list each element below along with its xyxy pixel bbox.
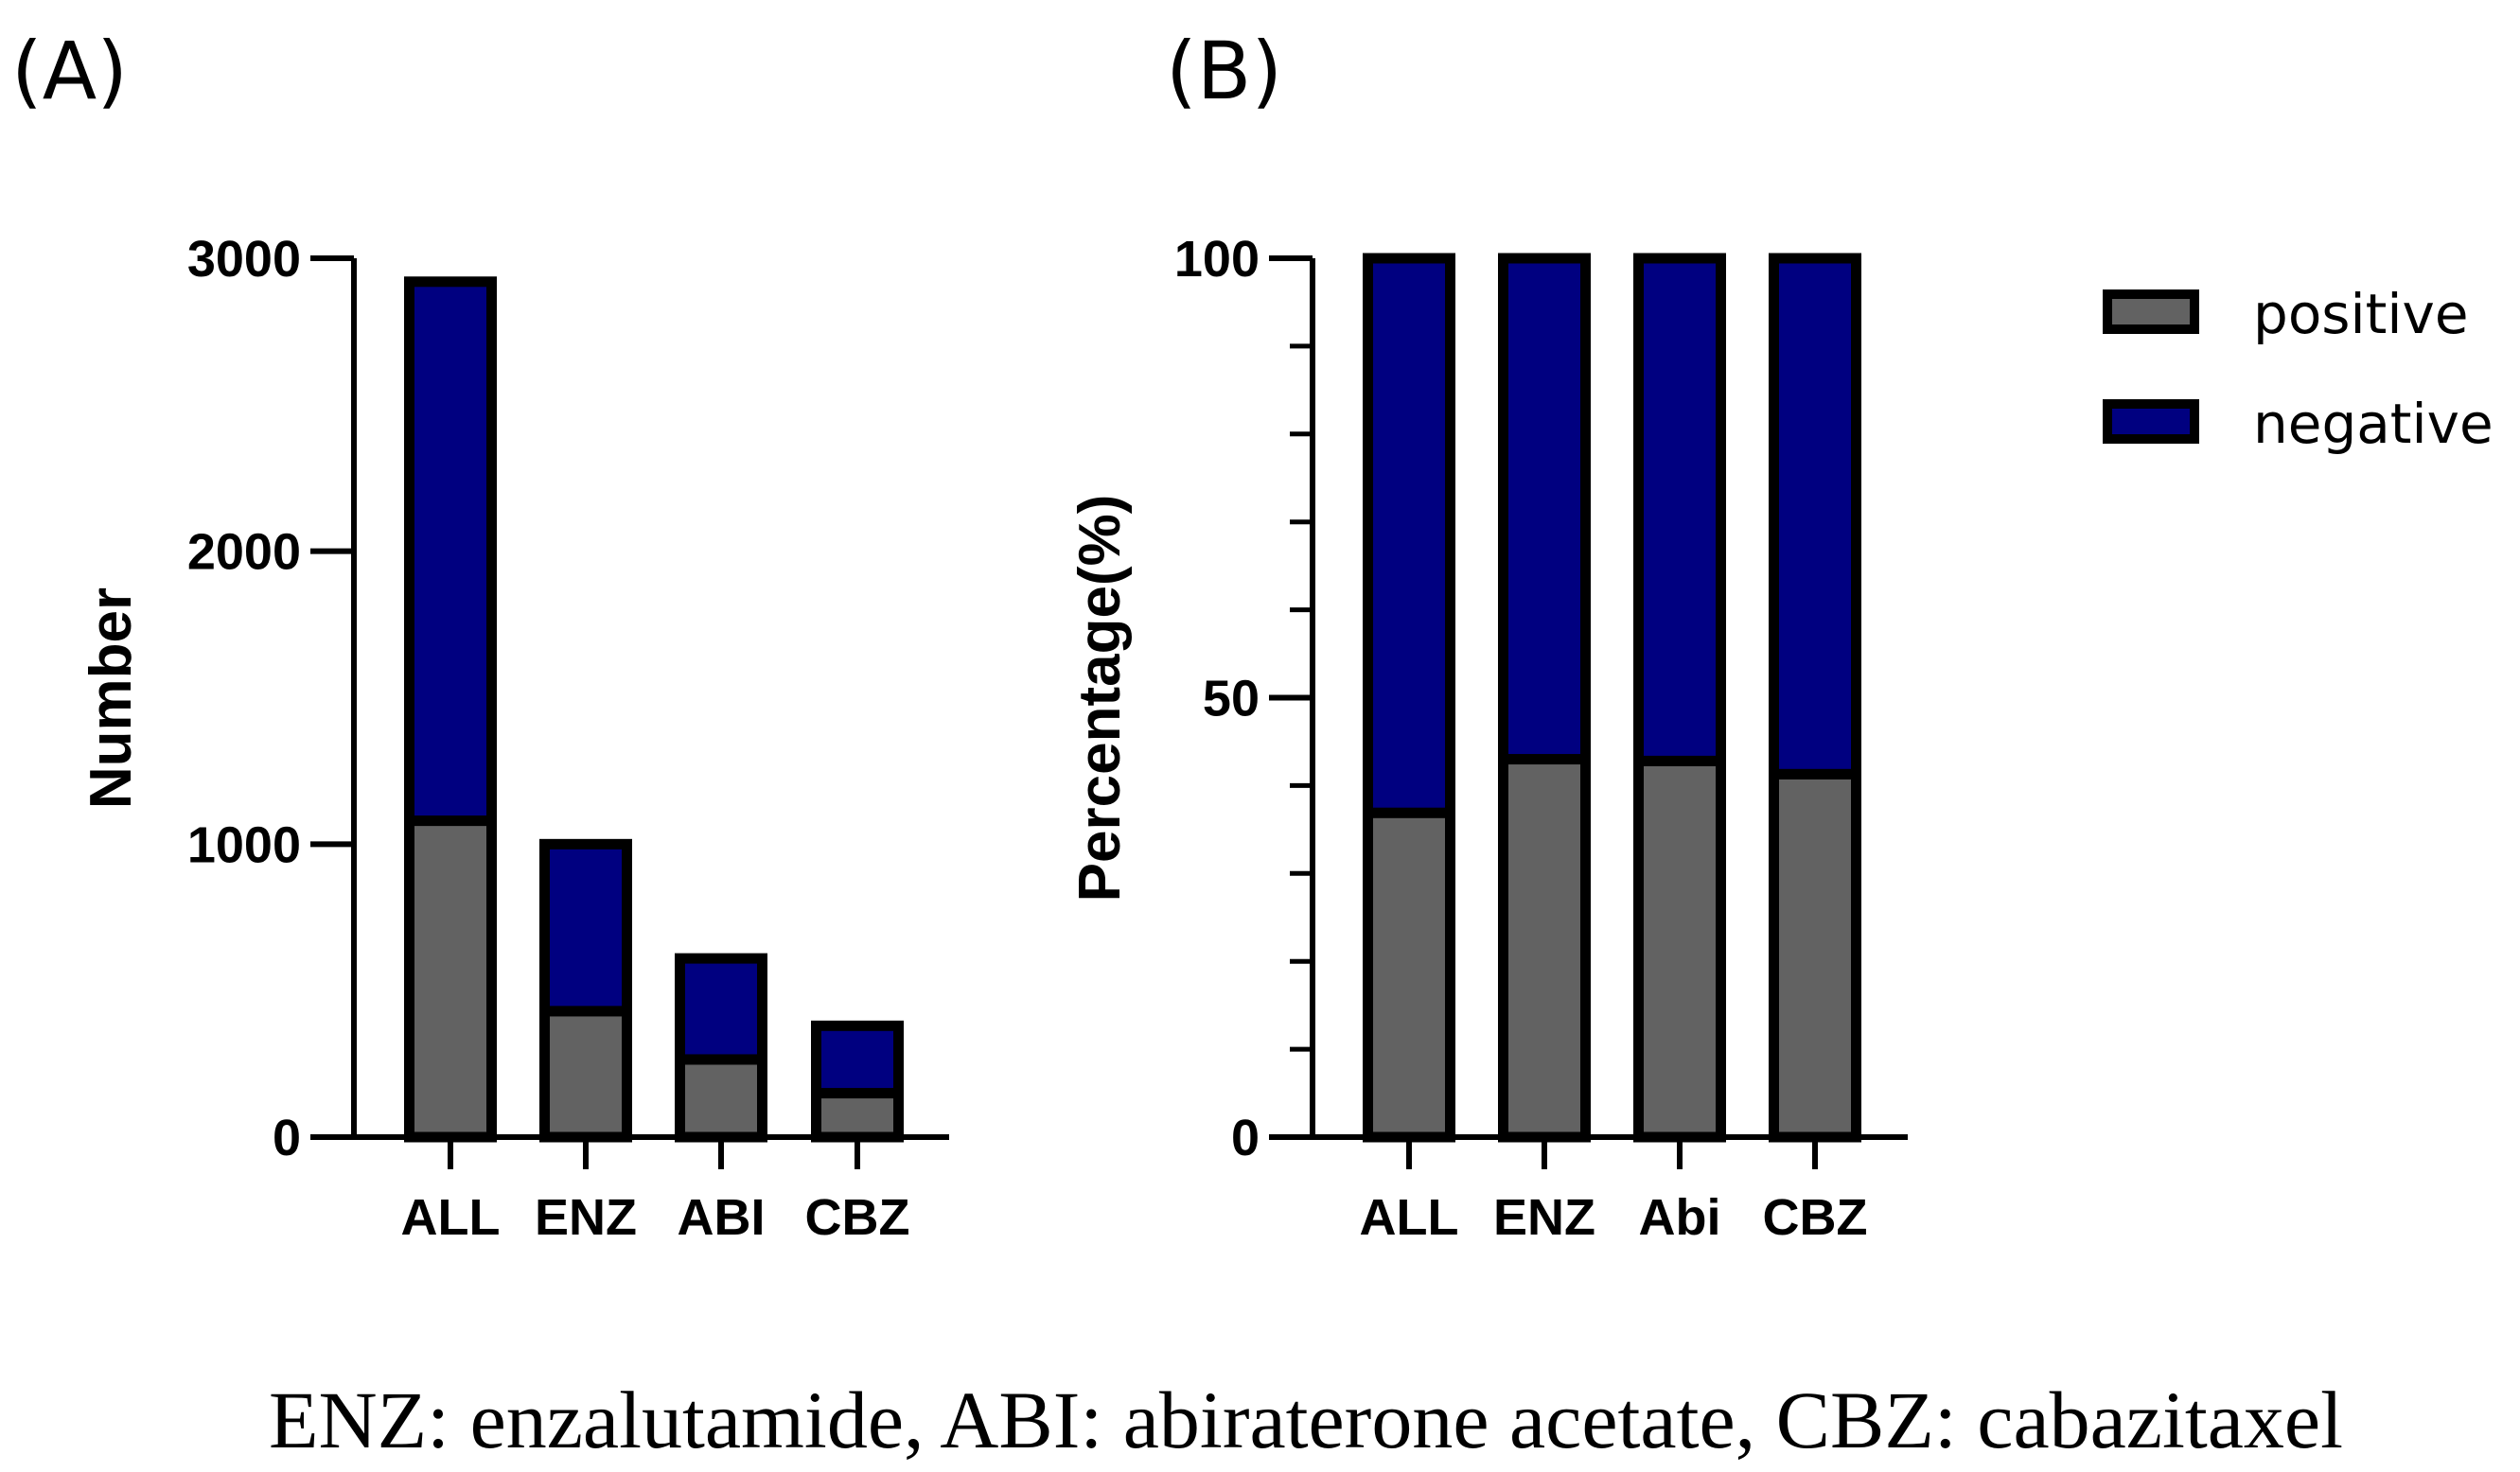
chart-a-bar-negative-abi <box>675 953 767 1065</box>
legend-swatch-positive <box>2103 289 2199 334</box>
chart-a-bar-positive-cbz <box>811 1088 904 1143</box>
legend-swatch-negative <box>2103 399 2199 444</box>
chart-b-y-tick-label: 50 <box>1203 671 1260 727</box>
chart-a: Number 0 1000 2000 3000 ALL ENZ ABI CBZ <box>79 231 949 1246</box>
legend-label-positive: positive <box>2253 282 2469 346</box>
chart-a-bar-negative-enz <box>539 838 632 1017</box>
chart-a-y-tick-label: 2000 <box>187 524 301 581</box>
chart-b-bar-positive-enz <box>1498 754 1591 1143</box>
panel-a-label: (A) <box>11 25 128 117</box>
chart-b-y-tick-label: 100 <box>1174 231 1260 288</box>
chart-b-bar-positive-abi <box>1633 755 1726 1143</box>
chart-a-y-tick-label: 3000 <box>187 231 301 288</box>
chart-b-bar-positive-all <box>1363 807 1455 1143</box>
chart-b-y-tick-label: 0 <box>1231 1110 1260 1166</box>
chart-a-ylabel: Number <box>79 587 144 809</box>
chart-b-x-tick-label: Abi <box>1639 1189 1721 1246</box>
chart-a-x-tick-label: CBZ <box>805 1189 910 1246</box>
chart-b-bar-negative-enz <box>1498 253 1591 765</box>
chart-a-y-tick-label: 1000 <box>187 816 301 873</box>
chart-a-y-tick-label: 0 <box>273 1110 301 1166</box>
chart-a-x-tick-label: ENZ <box>535 1189 637 1246</box>
chart-b-bar-positive-cbz <box>1769 768 1861 1143</box>
chart-b: Percentage(%) 0 50 100 ALL ENZ Abi CBZ <box>1067 231 1908 1246</box>
chart-b-bar-negative-all <box>1363 253 1455 818</box>
chart-a-x-tick-label: ALL <box>401 1189 501 1246</box>
chart-b-bar-negative-abi <box>1633 253 1726 766</box>
chart-b-x-tick-label: ENZ <box>1493 1189 1595 1246</box>
legend-label-negative: negative <box>2253 392 2494 456</box>
chart-a-bar-positive-enz <box>539 1006 632 1143</box>
chart-b-bar-negative-cbz <box>1769 253 1861 780</box>
chart-a-bar-positive-all <box>404 815 497 1143</box>
chart-a-bar-negative-cbz <box>811 1020 904 1099</box>
chart-a-bar-positive-abi <box>675 1054 767 1143</box>
legend: positive negative <box>2103 282 2494 456</box>
chart-b-ylabel: Percentage(%) <box>1067 495 1133 902</box>
panel-b-label: (B) <box>1166 25 1282 117</box>
chart-b-x-tick-label: ALL <box>1360 1189 1459 1246</box>
chart-a-x-tick-label: ABI <box>678 1189 766 1246</box>
chart-a-bar-negative-all <box>404 276 497 827</box>
chart-b-x-tick-label: CBZ <box>1763 1189 1868 1246</box>
footnote: ENZ: enzalutamide, ABI: abiraterone acet… <box>269 1375 2343 1465</box>
